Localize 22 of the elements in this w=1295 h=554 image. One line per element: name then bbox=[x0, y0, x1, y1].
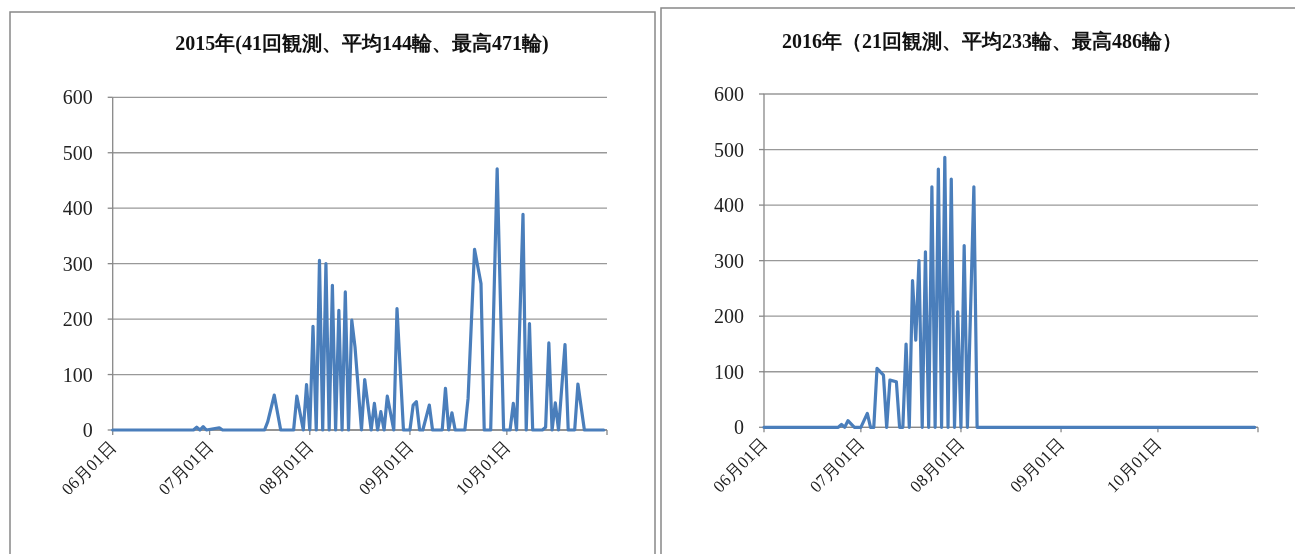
y-tick-label: 600 bbox=[714, 83, 744, 105]
x-tick-label: 07月01日 bbox=[806, 434, 868, 497]
chart-title: 2016年（21回観測、平均233輪、最高486輪） bbox=[782, 30, 1182, 52]
y-tick-label: 300 bbox=[714, 249, 744, 272]
y-tick-label: 200 bbox=[62, 308, 93, 331]
y-tick-label: 100 bbox=[714, 360, 744, 383]
y-tick-label: 600 bbox=[62, 86, 93, 109]
chart-title: 2015年(41回観測、平均144輪、最高471輪) bbox=[175, 32, 549, 55]
x-tick-label: 08月01日 bbox=[255, 437, 317, 499]
x-tick-label: 09月01日 bbox=[1006, 434, 1068, 497]
y-tick-label: 200 bbox=[714, 305, 744, 328]
x-tick-label: 08月01日 bbox=[906, 434, 968, 497]
x-tick-label: 07月01日 bbox=[154, 437, 217, 499]
y-tick-label: 400 bbox=[62, 197, 93, 220]
y-tick-label: 500 bbox=[62, 141, 93, 164]
y-tick-label: 400 bbox=[714, 194, 744, 217]
y-tick-label: 500 bbox=[714, 138, 744, 161]
x-tick-label: 09月01日 bbox=[355, 437, 417, 499]
y-tick-label: 300 bbox=[62, 252, 93, 275]
x-tick-label: 10月01日 bbox=[1103, 434, 1165, 497]
y-tick-label: 100 bbox=[62, 363, 93, 386]
x-tick-label: 10月01日 bbox=[452, 437, 514, 499]
